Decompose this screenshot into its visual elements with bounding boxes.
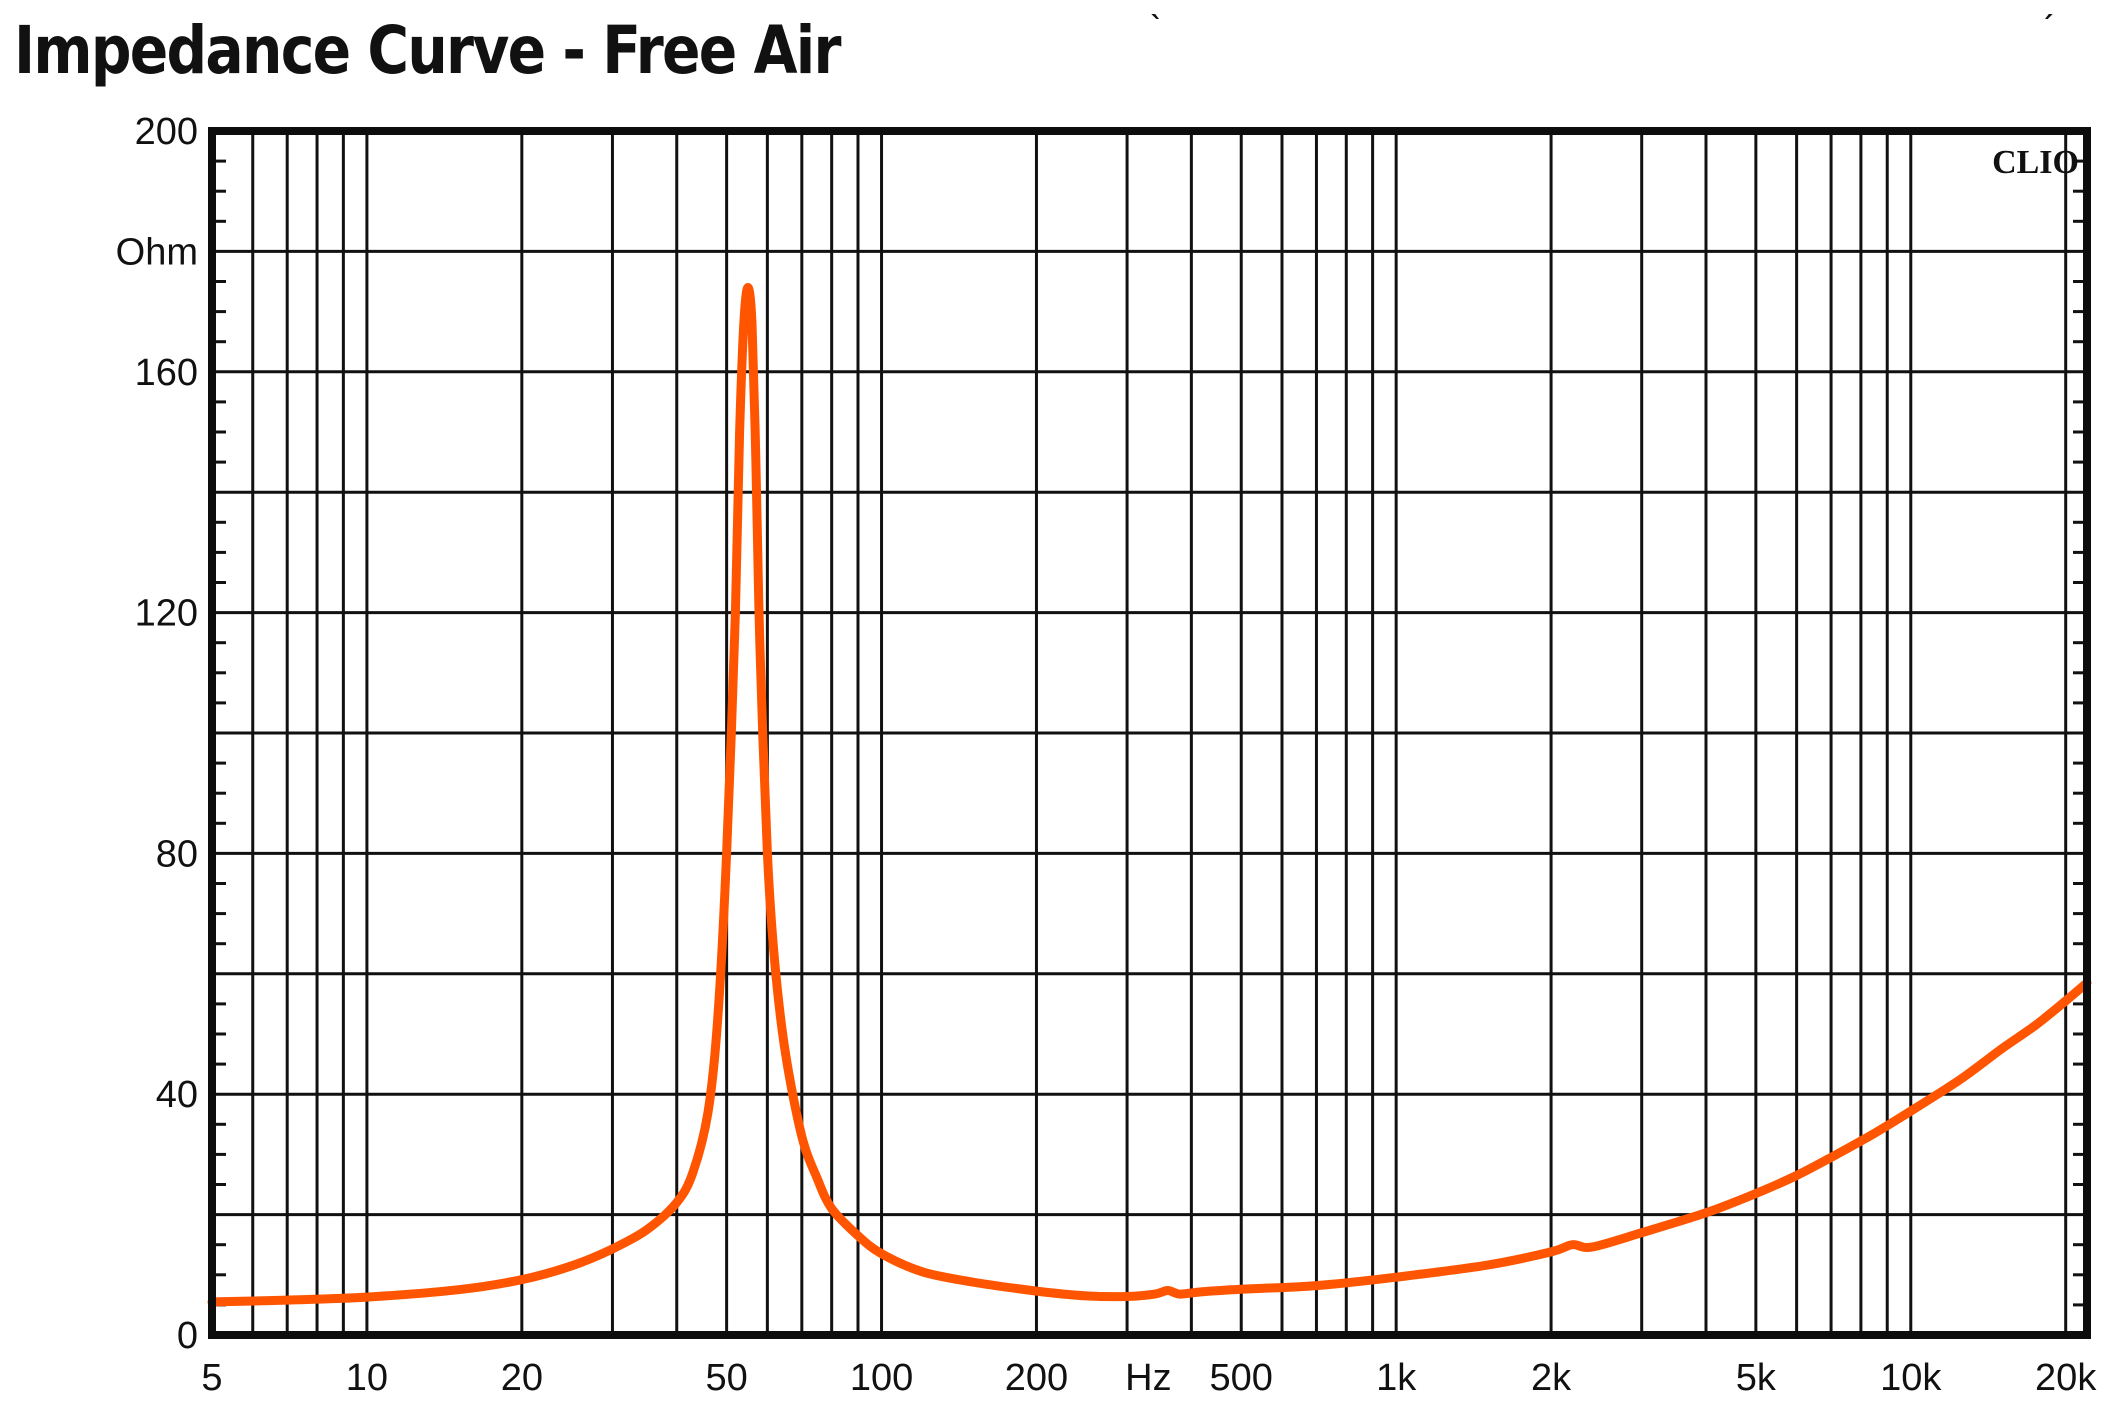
x-tick-label: 5 (201, 1357, 222, 1399)
x-tick-label: 50 (705, 1357, 747, 1399)
x-tick-label: 100 (850, 1357, 913, 1399)
y-tick-label: 200 (135, 111, 198, 153)
x-tick-label: 20k (2035, 1357, 2097, 1399)
chart-title: Impedance Curve - Free Air (14, 12, 842, 89)
y-tick-label: 160 (135, 352, 198, 394)
y-tick-label: 40 (156, 1074, 198, 1116)
y-tick-label: 0 (177, 1315, 198, 1357)
x-axis-labels: 5 10 20 50 100 200 500 1k 2k 5k 10k 20k (201, 1357, 2097, 1399)
x-tick-label: 10 (346, 1357, 388, 1399)
x-tick-label: 2k (1531, 1357, 1572, 1399)
x-tick-label: 500 (1210, 1357, 1273, 1399)
x-unit-label: Hz (1125, 1357, 1171, 1399)
x-tick-label: 10k (1880, 1357, 1942, 1399)
y-tick-label: 120 (135, 593, 198, 635)
clio-watermark: CLIO (1992, 144, 2079, 181)
x-tick-label: 5k (1736, 1357, 1777, 1399)
plot-frame (208, 127, 2091, 1339)
y-tick-label: 80 (156, 833, 198, 875)
x-tick-label: 200 (1005, 1357, 1068, 1399)
grid-lines (212, 131, 2087, 1335)
impedance-curve (207, 283, 2092, 1307)
decoration-mark-left: ` (1150, 10, 1164, 43)
y-axis-labels: 0 40 80 120 160 200 (135, 111, 198, 1357)
y-unit-label: Ohm (116, 231, 198, 273)
decoration-mark-right: ´ (2040, 10, 2054, 43)
x-tick-label: 20 (501, 1357, 543, 1399)
x-tick-label: 1k (1376, 1357, 1417, 1399)
